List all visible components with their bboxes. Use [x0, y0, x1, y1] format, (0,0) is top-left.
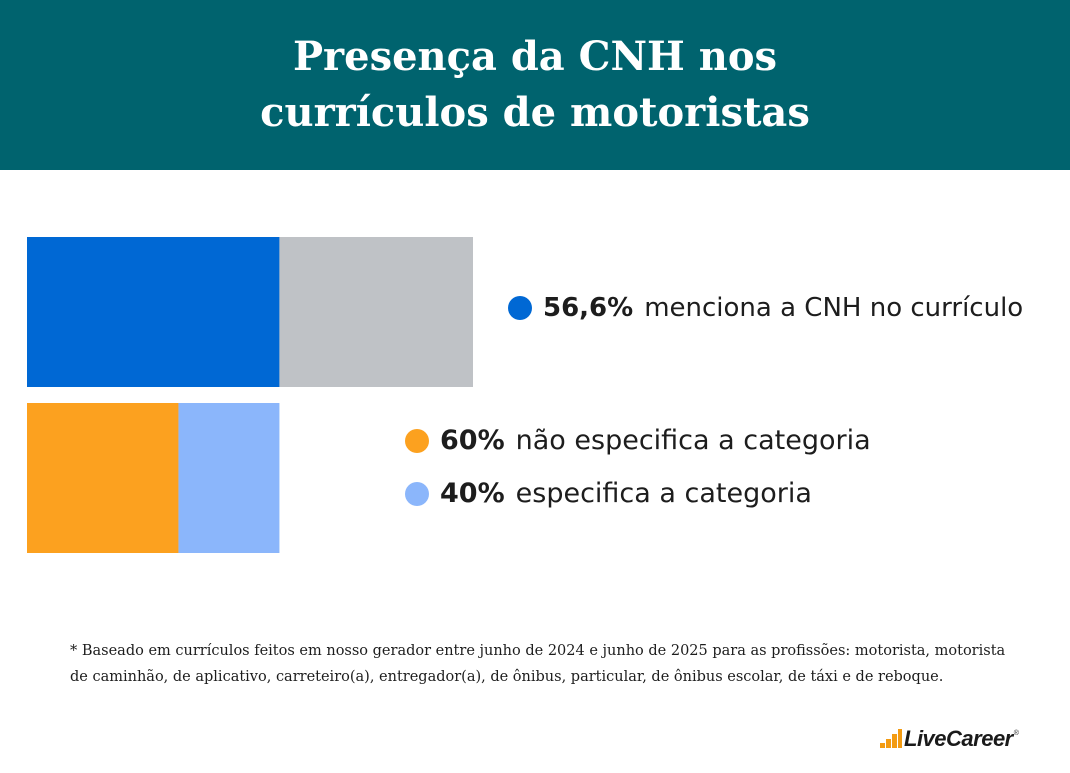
footnote: * Baseado em currículos feitos em nosso … — [70, 638, 1030, 690]
legend-percent: 40% — [440, 478, 505, 509]
legend-dot-orange — [405, 428, 429, 453]
legend-item-specifies-category: 40% especifica a categoria — [405, 478, 812, 509]
registered-mark: ® — [1013, 730, 1019, 737]
footnote-line-2: de caminhão, de aplicativo, carreteiro(a… — [70, 669, 944, 685]
footnote-line-1: * Baseado em currículos feitos em nosso … — [70, 643, 1006, 659]
legend-label: menciona a CNH no currículo — [644, 293, 1024, 323]
logo-wordmark: LiveCareer — [904, 726, 1013, 751]
legend-percent: 60% — [440, 425, 505, 456]
legend-dot-light-blue — [405, 481, 429, 506]
legend-dot-blue — [508, 296, 532, 320]
livecareer-dots-icon — [880, 729, 902, 749]
bar-no-category — [27, 403, 179, 553]
legend-label: não especifica a categoria — [515, 425, 871, 456]
chart-title-line-2: currículos de motoristas — [260, 89, 810, 136]
legend-item-no-category: 60% não especifica a categoria — [405, 425, 871, 456]
legend-item-mentions-cnh: 56,6% menciona a CNH no currículo — [508, 293, 1023, 323]
chart-title-line-1: Presença da CNH nos — [292, 33, 778, 80]
bar-no-mention — [279, 237, 473, 387]
livecareer-logo: LiveCareer ® — [880, 726, 1019, 752]
legend-label: especifica a categoria — [515, 478, 812, 509]
legend-percent: 56,6% — [543, 293, 634, 323]
bar-mentions-cnh — [27, 237, 280, 387]
bar-specifies-category — [178, 403, 280, 553]
stacked-bar-chart — [27, 237, 473, 553]
header-banner: Presença da CNH nos currículos de motori… — [0, 0, 1070, 170]
